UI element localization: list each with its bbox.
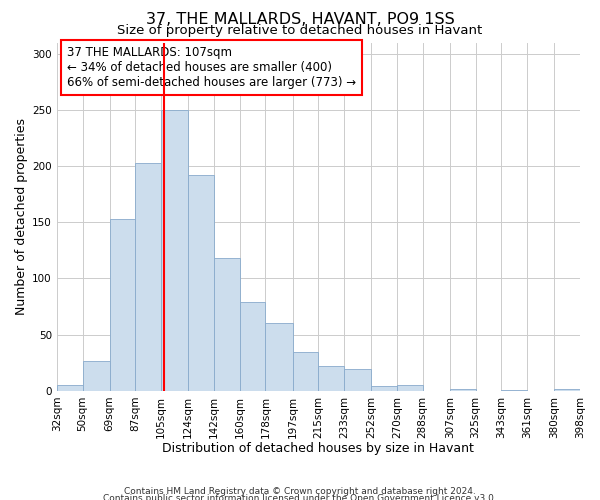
Text: 37 THE MALLARDS: 107sqm
← 34% of detached houses are smaller (400)
66% of semi-d: 37 THE MALLARDS: 107sqm ← 34% of detache… — [67, 46, 356, 89]
Bar — [83, 360, 110, 391]
Bar — [502, 390, 527, 391]
Bar — [371, 386, 397, 391]
Bar — [397, 385, 423, 391]
Bar — [136, 162, 161, 391]
Text: Size of property relative to detached houses in Havant: Size of property relative to detached ho… — [118, 24, 482, 37]
Bar — [188, 175, 214, 391]
Y-axis label: Number of detached properties: Number of detached properties — [15, 118, 28, 315]
Bar — [214, 258, 240, 391]
Bar — [293, 352, 319, 391]
Text: Contains public sector information licensed under the Open Government Licence v3: Contains public sector information licen… — [103, 494, 497, 500]
Bar — [57, 385, 83, 391]
Bar — [554, 388, 580, 391]
Bar — [161, 110, 188, 391]
Bar — [240, 302, 265, 391]
Bar — [450, 388, 476, 391]
X-axis label: Distribution of detached houses by size in Havant: Distribution of detached houses by size … — [163, 442, 475, 455]
Bar — [110, 219, 136, 391]
Text: 37, THE MALLARDS, HAVANT, PO9 1SS: 37, THE MALLARDS, HAVANT, PO9 1SS — [146, 12, 454, 28]
Bar — [319, 366, 344, 391]
Text: Contains HM Land Registry data © Crown copyright and database right 2024.: Contains HM Land Registry data © Crown c… — [124, 487, 476, 496]
Bar — [344, 370, 371, 391]
Bar — [265, 324, 293, 391]
